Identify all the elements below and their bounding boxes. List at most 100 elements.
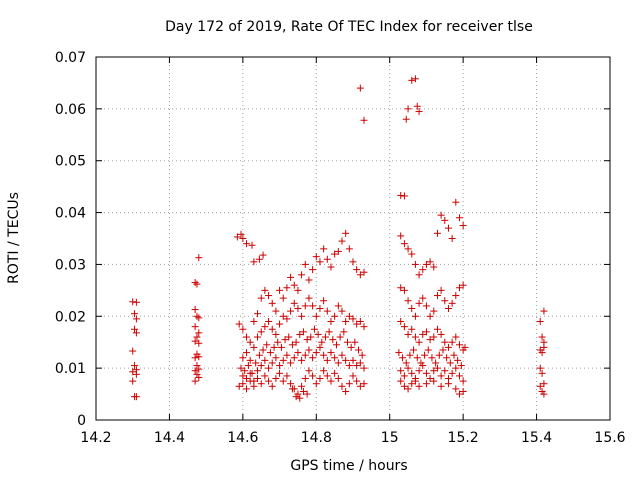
data-point — [320, 245, 328, 253]
data-point — [402, 115, 410, 123]
data-point — [292, 338, 300, 346]
data-point — [395, 349, 403, 357]
data-point — [195, 365, 203, 373]
data-point — [327, 317, 335, 325]
x-tick-label: 15.6 — [594, 430, 625, 446]
data-point — [283, 372, 291, 380]
data-point — [422, 328, 430, 336]
data-point — [257, 328, 265, 336]
data-point — [400, 286, 408, 294]
data-point — [397, 191, 405, 199]
data-point — [444, 305, 452, 313]
data-point — [298, 271, 306, 279]
data-point — [129, 377, 137, 385]
data-point — [351, 338, 359, 346]
data-point — [455, 341, 463, 349]
data-point — [397, 284, 405, 292]
data-point — [268, 359, 276, 367]
data-point — [441, 367, 449, 375]
y-tick-label: 0.03 — [55, 257, 86, 273]
data-point — [455, 372, 463, 380]
data-point — [347, 343, 355, 351]
data-point — [360, 364, 368, 372]
data-point — [437, 211, 445, 219]
data-point — [318, 338, 326, 346]
data-point — [283, 351, 291, 359]
data-point — [294, 349, 302, 357]
data-point — [276, 320, 284, 328]
data-point — [360, 323, 368, 331]
data-point — [421, 351, 429, 359]
data-point — [276, 369, 284, 377]
x-tick-label: 14.2 — [80, 430, 111, 446]
data-point — [400, 240, 408, 248]
data-point — [430, 377, 438, 385]
data-point — [233, 233, 241, 241]
data-point — [131, 325, 139, 333]
data-point — [342, 387, 350, 395]
data-point — [400, 372, 408, 380]
data-point — [272, 354, 280, 362]
data-point — [239, 235, 247, 242]
data-point — [255, 255, 263, 263]
data-point — [404, 245, 412, 253]
data-point — [279, 312, 287, 320]
data-point — [400, 382, 408, 390]
data-point — [331, 369, 339, 377]
data-point — [195, 373, 203, 381]
data-point — [316, 258, 324, 266]
data-point — [437, 372, 445, 380]
data-point — [265, 377, 273, 385]
data-point — [290, 281, 298, 289]
data-point — [428, 354, 436, 362]
data-point — [452, 198, 460, 206]
data-point — [272, 307, 280, 315]
data-point — [404, 297, 412, 305]
data-point — [415, 299, 423, 307]
data-point — [309, 354, 317, 362]
data-point — [129, 347, 137, 355]
data-point — [314, 330, 322, 338]
data-point — [343, 338, 351, 346]
data-point — [193, 370, 201, 378]
data-point — [321, 333, 329, 341]
data-point — [250, 258, 258, 266]
axis-ticks: 14.2 14.4 14.6 14.8 15 15.2 15.4 15.6 0 0.01 0.02 0… — [55, 50, 626, 446]
data-point — [435, 351, 443, 359]
data-point — [353, 320, 361, 328]
data-point — [195, 254, 203, 262]
data-point — [305, 276, 313, 284]
data-point — [246, 338, 254, 346]
data-point — [305, 346, 313, 354]
data-point — [332, 341, 340, 349]
data-point — [283, 284, 291, 292]
data-point — [263, 341, 271, 349]
data-point — [338, 382, 346, 390]
data-point — [288, 341, 296, 349]
data-point — [419, 266, 427, 274]
data-point — [444, 224, 452, 232]
data-point — [243, 375, 251, 383]
data-point — [129, 298, 137, 306]
grid — [96, 57, 610, 420]
chart-title: Day 172 of 2019, Rate Of TEC Index for r… — [165, 19, 533, 35]
data-point — [132, 370, 140, 378]
data-point — [397, 317, 405, 325]
data-point — [246, 377, 254, 385]
data-point — [411, 312, 419, 320]
data-point — [422, 369, 430, 377]
data-point — [265, 292, 273, 300]
data-point — [433, 229, 441, 237]
data-point — [250, 343, 258, 351]
data-point — [290, 299, 298, 307]
data-point — [356, 359, 364, 367]
data-point — [288, 385, 296, 393]
data-point — [132, 315, 140, 323]
data-point — [243, 349, 251, 357]
x-tick-label: 14.8 — [301, 430, 332, 446]
data-point — [448, 369, 456, 377]
data-point — [309, 372, 317, 380]
x-tick-label: 15.4 — [521, 430, 552, 446]
data-point — [301, 302, 309, 310]
data-point — [340, 328, 348, 336]
